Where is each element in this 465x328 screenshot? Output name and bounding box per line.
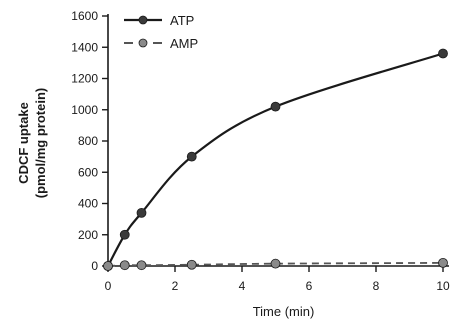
- y-tick-label: 600: [78, 165, 98, 179]
- series-amp-point: [270, 258, 281, 269]
- y-axis-title: CDCF uptake (pmol/mg protein): [16, 88, 48, 199]
- series-atp: [103, 48, 448, 271]
- series-atp-point: [438, 48, 448, 59]
- x-tick-label: 8: [373, 279, 380, 293]
- y-tick-label: 800: [78, 134, 98, 148]
- x-tick-label: 4: [239, 279, 246, 293]
- legend-amp-label: AMP: [170, 36, 198, 51]
- x-tick-label: 6: [306, 279, 313, 293]
- series-amp-point: [438, 257, 448, 268]
- y-tick-label: 1000: [71, 103, 98, 117]
- axes: [105, 14, 449, 267]
- y-axis-title-line2: (pmol/mg protein): [33, 88, 48, 199]
- legend-atp-label: ATP: [170, 13, 194, 28]
- y-tick-label: 1200: [71, 72, 98, 86]
- legend: ATP AMP: [124, 13, 198, 51]
- x-tick-label: 10: [436, 279, 450, 293]
- legend-item-atp: ATP: [124, 13, 194, 28]
- series-layer: [103, 48, 448, 271]
- y-axis-title-line1: CDCF uptake: [16, 102, 31, 184]
- ticks: 0 2 4 6 8 10 0 200 400 600 800 1000 1200 1400 1600: [71, 9, 450, 293]
- series-amp-point: [186, 259, 197, 270]
- series-atp-point: [186, 151, 197, 162]
- series-atp-point: [270, 101, 281, 112]
- series-amp-point: [119, 260, 130, 271]
- x-tick-label: 2: [172, 279, 179, 293]
- x-tick-label: 0: [105, 279, 112, 293]
- y-tick-label: 400: [78, 197, 98, 211]
- series-atp-point: [136, 207, 147, 218]
- y-tick-label: 1400: [71, 40, 98, 54]
- series-atp-point: [119, 229, 130, 240]
- series-amp-point: [136, 260, 147, 271]
- x-axis-title: Time (min): [253, 304, 315, 319]
- series-amp-point: [103, 261, 113, 271]
- y-tick-label: 0: [91, 259, 98, 273]
- legend-amp-marker: [138, 38, 148, 48]
- series-atp-line: [107, 52, 444, 267]
- legend-atp-marker: [138, 15, 148, 25]
- y-tick-label: 1600: [71, 9, 98, 23]
- series-amp: [103, 257, 448, 271]
- legend-item-amp: AMP: [124, 36, 198, 51]
- y-tick-label: 200: [78, 228, 98, 242]
